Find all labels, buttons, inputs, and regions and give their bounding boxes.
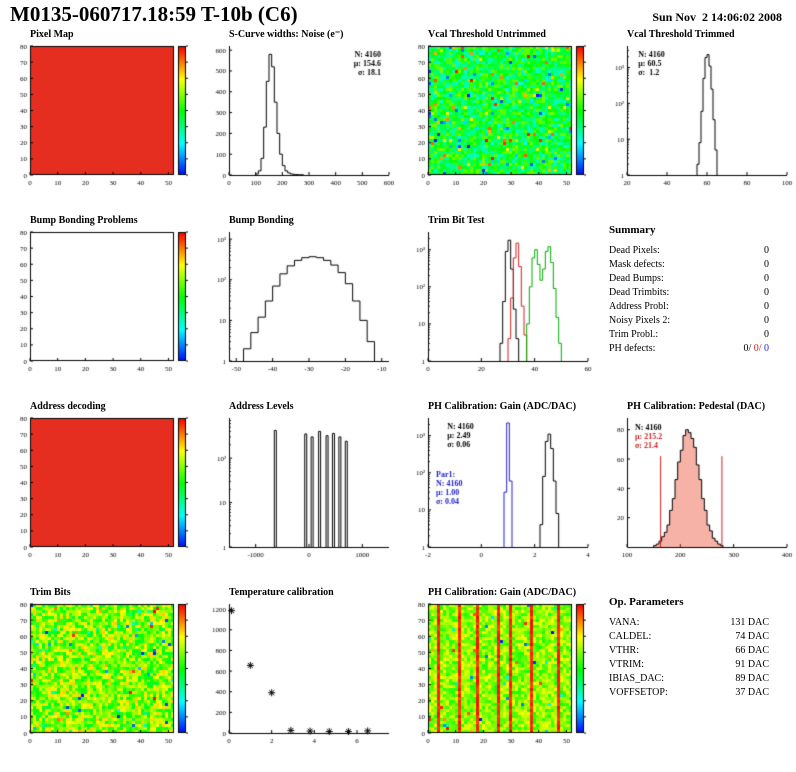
op-parameter-row-value: 66 DAC bbox=[735, 645, 769, 656]
op-parameter-row-value: 74 DAC bbox=[735, 631, 769, 642]
summary-list: Dead Pixels: 0 Mask defects: 0 Dead Bumps: 0 D… bbox=[609, 244, 769, 356]
summary-row-value: 0 bbox=[764, 273, 769, 284]
bump-bonding-chart bbox=[203, 226, 399, 376]
op-parameter-row-label: IBIAS_DAC: bbox=[609, 673, 665, 684]
pixel-map-chart bbox=[4, 40, 200, 190]
pixel-map-title: Pixel Map bbox=[30, 29, 74, 40]
summary-row: Dead Trimbits: 0 bbox=[609, 286, 769, 300]
summary-row-label: Noisy Pixels 2: bbox=[609, 315, 671, 326]
scurve-noise-chart bbox=[203, 40, 399, 190]
op-parameters-list: VANA: 131 DAC CALDEL: 74 DAC VTHR: 66 DAC VTRI… bbox=[609, 616, 769, 700]
op-parameter-row-label: VTHR: bbox=[609, 645, 639, 656]
summary-row: Dead Bumps: 0 bbox=[609, 272, 769, 286]
summary-row-label: Dead Pixels: bbox=[609, 245, 660, 256]
vcal-untrimmed-chart bbox=[402, 40, 598, 190]
summary-row-label: Dead Trimbits: bbox=[609, 287, 670, 298]
summary-row-value: 0 bbox=[764, 245, 769, 256]
panel-bump-bonding: Bump Bonding bbox=[203, 214, 402, 400]
summary-row-value: 0 bbox=[764, 301, 769, 312]
panel-address-decoding: Address decoding bbox=[4, 400, 203, 586]
summary-row-label: Dead Bumps: bbox=[609, 273, 664, 284]
panel-scurve-noise: S-Curve widths: Noise (e⁻) bbox=[203, 28, 402, 214]
summary-row: Mask defects: 0 bbox=[609, 258, 769, 272]
op-parameter-row-label: VTRIM: bbox=[609, 659, 644, 670]
panel-address-levels: Address Levels bbox=[203, 400, 402, 586]
ph-gain-hist-title: PH Calibration: Gain (ADC/DAC) bbox=[428, 401, 577, 412]
op-parameter-row-value: 91 DAC bbox=[735, 659, 769, 670]
op-parameter-row-label: CALDEL: bbox=[609, 631, 652, 642]
scurve-noise-title: S-Curve widths: Noise (e⁻) bbox=[229, 29, 344, 40]
op-parameter-row-value: 37 DAC bbox=[735, 687, 769, 698]
temperature-calibration-title: Temperature calibration bbox=[229, 587, 334, 598]
vcal-trimmed-chart bbox=[601, 40, 796, 190]
summary-title: Summary bbox=[609, 224, 656, 236]
vcal-trimmed-title: Vcal Threshold Trimmed bbox=[627, 29, 735, 40]
panel-op-parameters: Op. Parameters VANA: 131 DAC CALDEL: 74 DAC… bbox=[601, 586, 796, 772]
panel-ph-pedestal: PH Calibration: Pedestal (DAC) bbox=[601, 400, 796, 586]
bump-bonding-problems-chart bbox=[4, 226, 200, 376]
panel-vcal-threshold-trimmed: Vcal Threshold Trimmed bbox=[601, 28, 796, 214]
trim-bits-chart bbox=[4, 598, 200, 748]
trim-bit-test-chart bbox=[402, 226, 598, 376]
trim-bit-test-title: Trim Bit Test bbox=[428, 215, 485, 226]
trim-bits-title: Trim Bits bbox=[30, 587, 71, 598]
vcal-untrimmed-title: Vcal Threshold Untrimmed bbox=[428, 29, 546, 40]
temperature-calibration-chart bbox=[203, 598, 399, 748]
address-decoding-chart bbox=[4, 412, 200, 562]
bump-bonding-title: Bump Bonding bbox=[229, 215, 294, 226]
summary-row: Address Probl: 0 bbox=[609, 300, 769, 314]
op-parameter-row-value: 89 DAC bbox=[735, 673, 769, 684]
bump-bonding-problems-title: Bump Bonding Problems bbox=[30, 215, 138, 226]
panel-vcal-threshold-untrimmed: Vcal Threshold Untrimmed bbox=[402, 28, 601, 214]
op-parameter-row: VTHR: 66 DAC bbox=[609, 644, 769, 658]
panel-bump-bonding-problems: Bump Bonding Problems bbox=[4, 214, 203, 400]
op-parameter-row-label: VOFFSETOP: bbox=[609, 687, 668, 698]
ph-pedestal-title: PH Calibration: Pedestal (DAC) bbox=[627, 401, 766, 412]
op-parameter-row: VTRIM: 91 DAC bbox=[609, 658, 769, 672]
ph-gain-map-title: PH Calibration: Gain (ADC/DAC) bbox=[428, 587, 577, 598]
op-parameters-title: Op. Parameters bbox=[609, 596, 684, 608]
summary-row-ph-defects: PH defects: 0/ 0/ 0 bbox=[609, 342, 769, 356]
summary-row-label: Mask defects: bbox=[609, 259, 665, 270]
summary-row-label: Trim Probl.: bbox=[609, 329, 659, 340]
address-levels-title: Address Levels bbox=[229, 401, 294, 412]
op-parameter-row: IBIAS_DAC: 89 DAC bbox=[609, 672, 769, 686]
page-title: M0135-060717.18:59 T-10b (C6) bbox=[10, 2, 298, 26]
panel-ph-gain-map: PH Calibration: Gain (ADC/DAC) bbox=[402, 586, 601, 772]
ph-pedestal-chart bbox=[601, 412, 796, 562]
panel-trim-bits: Trim Bits bbox=[4, 586, 203, 772]
panel-pixel-map: Pixel Map bbox=[4, 28, 203, 214]
address-levels-chart bbox=[203, 412, 399, 562]
timestamp: Sun Nov 2 14:06:02 2008 bbox=[652, 10, 782, 24]
summary-row-ph-defects-label: PH defects: bbox=[609, 343, 656, 354]
op-parameter-row: VANA: 131 DAC bbox=[609, 616, 769, 630]
op-parameter-row: VOFFSETOP: 37 DAC bbox=[609, 686, 769, 700]
ph-gain-map-chart bbox=[402, 598, 598, 748]
summary-row: Noisy Pixels 2: 0 bbox=[609, 314, 769, 328]
panel-summary: Summary Dead Pixels: 0 Mask defects: 0 Dead … bbox=[601, 214, 796, 410]
op-parameter-row: CALDEL: 74 DAC bbox=[609, 630, 769, 644]
summary-row-ph-defects-value: 0/ 0/ 0 bbox=[743, 343, 769, 354]
panel-trim-bit-test: Trim Bit Test bbox=[402, 214, 601, 400]
summary-row-label: Address Probl: bbox=[609, 301, 669, 312]
summary-row: Trim Probl.: 0 bbox=[609, 328, 769, 342]
op-parameter-row-label: VANA: bbox=[609, 617, 640, 628]
summary-row-value: 0 bbox=[764, 315, 769, 326]
plot-grid: Pixel Map S-Curve widths: Noise (e⁻) Vca… bbox=[4, 28, 796, 772]
summary-row-value: 0 bbox=[764, 329, 769, 340]
ph-gain-hist-chart bbox=[402, 412, 598, 562]
op-parameter-row-value: 131 DAC bbox=[730, 617, 769, 628]
summary-row-value: 0 bbox=[764, 259, 769, 270]
summary-row: Dead Pixels: 0 bbox=[609, 244, 769, 258]
panel-temperature-calibration: Temperature calibration bbox=[203, 586, 402, 772]
panel-ph-gain-hist: PH Calibration: Gain (ADC/DAC) bbox=[402, 400, 601, 586]
summary-row-value: 0 bbox=[764, 287, 769, 298]
address-decoding-title: Address decoding bbox=[30, 401, 106, 412]
